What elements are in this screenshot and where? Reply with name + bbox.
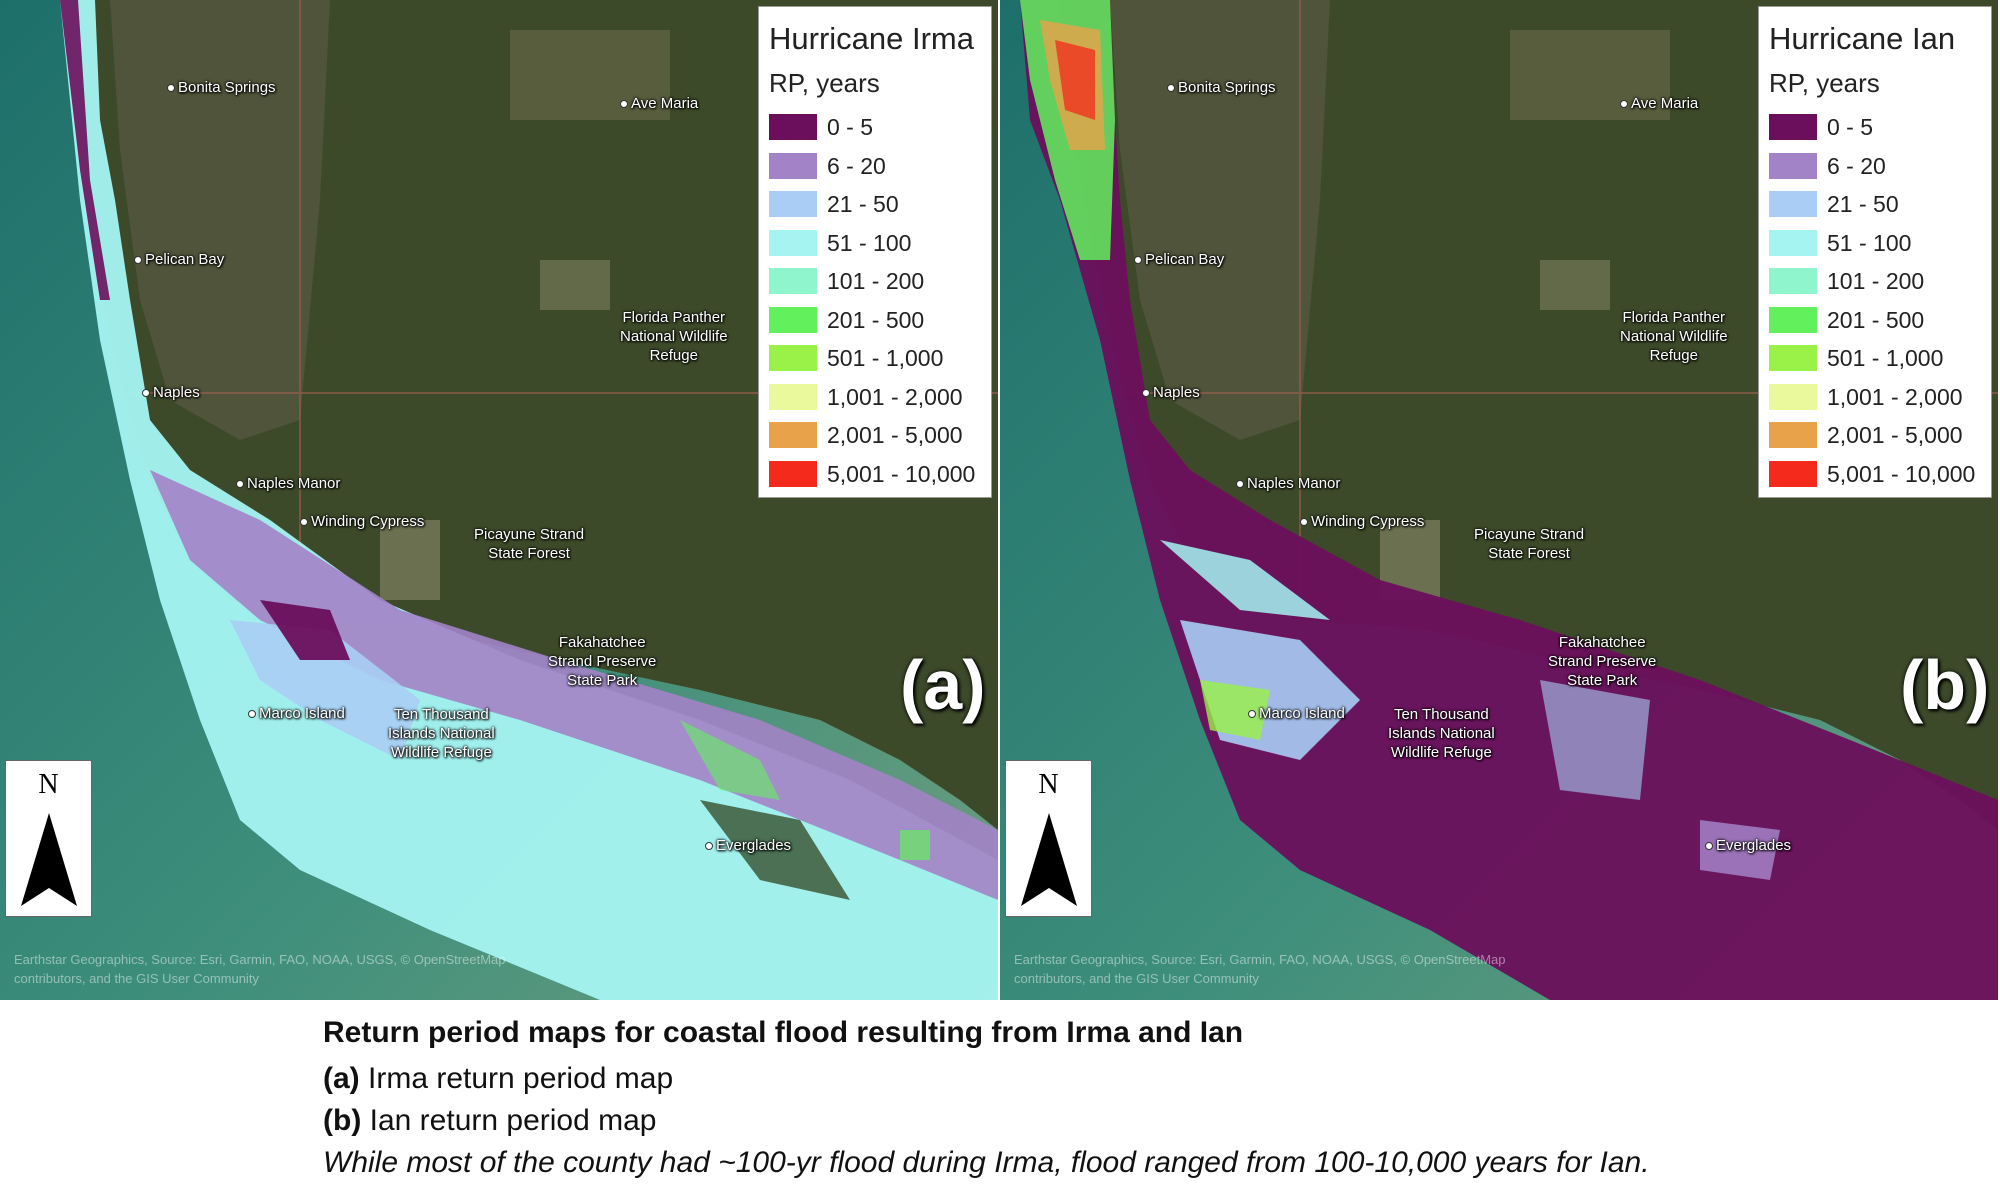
legend-ian: Hurricane Ian RP, years 0 - 5 6 - 20 21 - … — [1758, 6, 1992, 498]
place-ave-maria: Ave Maria — [620, 94, 698, 113]
legend-label: 6 - 20 — [827, 152, 886, 179]
flood-0-5 — [260, 600, 350, 660]
legend-swatch — [769, 152, 817, 179]
place-ten-thousand: Ten Thousand Islands National Wildlife R… — [388, 706, 495, 761]
place-ave-maria: Ave Maria — [1620, 94, 1698, 113]
legend-swatch — [769, 229, 817, 256]
place-picayune: Picayune Strand State Forest — [474, 526, 585, 562]
place-bonita-springs: Bonita Springs — [1167, 78, 1276, 97]
flood-21-50 — [230, 620, 420, 760]
north-label: N — [38, 769, 59, 800]
north-arrow-icon — [1021, 813, 1077, 906]
legend-swatch — [769, 268, 817, 294]
legend-swatch — [1769, 422, 1817, 448]
legend-label: 201 - 500 — [1827, 306, 1925, 333]
legend-label: 21 - 50 — [1827, 191, 1899, 217]
legend-swatch — [769, 114, 817, 140]
legend-swatch — [769, 306, 817, 333]
legend-label: 0 - 5 — [1827, 114, 1874, 140]
place-winding-cypress: Winding Cypress — [1300, 512, 1424, 531]
north-arrow: N — [1005, 760, 1092, 917]
legend-swatch — [1769, 191, 1817, 217]
place-bonita-springs: Bonita Springs — [167, 78, 276, 97]
legend-subtitle: RP, years — [769, 68, 880, 98]
place-winding-cypress: Winding Cypress — [300, 512, 424, 531]
place-everglades: Everglades — [705, 836, 791, 855]
place-florida-panther: Florida Panther National Wildlife Refuge — [620, 309, 728, 364]
legend-swatch — [1769, 268, 1817, 294]
legend-subtitle: RP, years — [1769, 68, 1880, 98]
north-arrow-icon — [21, 813, 77, 906]
place-fakahatchee: Fakahatchee Strand Preserve State Park — [548, 634, 657, 689]
legend-label: 51 - 100 — [1827, 229, 1912, 256]
place-marco-island: Marco Island — [248, 704, 345, 723]
legend-label: 51 - 100 — [827, 229, 912, 256]
legend-label: 21 - 50 — [827, 191, 899, 217]
legend-label: 201 - 500 — [827, 306, 925, 333]
legend-title: Hurricane Irma — [769, 21, 974, 56]
place-naples: Naples — [1142, 383, 1200, 402]
legend-swatch — [1769, 345, 1817, 371]
legend-swatch — [769, 383, 817, 410]
legend-label: 501 - 1,000 — [827, 345, 944, 371]
legend-swatch — [769, 345, 817, 371]
urban-area — [110, 0, 330, 440]
figure-caption-b: (b) Ian return period map — [323, 1104, 657, 1137]
place-naples-manor: Naples Manor — [236, 474, 340, 493]
legend-label: 2,001 - 5,000 — [1827, 422, 1963, 448]
place-naples-manor: Naples Manor — [1236, 474, 1340, 493]
legend-title: Hurricane Ian — [1769, 21, 1956, 56]
figure-caption-note: While most of the county had ~100-yr flo… — [323, 1146, 1650, 1179]
legend-label: 1,001 - 2,000 — [827, 383, 963, 410]
legend-label: 101 - 200 — [827, 268, 925, 294]
map-panel-ian: Bonita Springs Ave Maria Pelican Bay Flo… — [1000, 0, 1998, 1000]
urban-area — [1110, 0, 1330, 440]
legend-swatch — [1769, 383, 1817, 410]
north-arrow: N — [5, 760, 92, 917]
legend-swatch — [1769, 306, 1817, 333]
legend-label: 501 - 1,000 — [1827, 345, 1944, 371]
place-marco-island: Marco Island — [1248, 704, 1345, 723]
figure-caption-a: (a) Irma return period map — [323, 1062, 674, 1095]
legend-label: 6 - 20 — [1827, 152, 1886, 179]
legend-irma: Hurricane Irma RP, years 0 - 5 6 - 20 21 -… — [758, 6, 992, 498]
legend-label: 1,001 - 2,000 — [1827, 383, 1963, 410]
flood-5001-10000 — [1055, 40, 1095, 120]
map-attribution: Earthstar Geographics, Source: Esri, Gar… — [14, 952, 506, 986]
place-fakahatchee: Fakahatchee Strand Preserve State Park — [1548, 634, 1657, 689]
legend-label: 5,001 - 10,000 — [827, 460, 976, 487]
legend-label: 5,001 - 10,000 — [1827, 460, 1976, 487]
legend-label: 101 - 200 — [1827, 268, 1925, 294]
map-panel-irma: Bonita Springs Ave Maria Pelican Bay Flo… — [0, 0, 998, 1000]
place-naples: Naples — [142, 383, 200, 402]
place-pelican-bay: Pelican Bay — [1134, 250, 1224, 269]
legend-swatch — [1769, 152, 1817, 179]
legend-swatch — [769, 460, 817, 487]
legend-swatch — [769, 191, 817, 217]
figure-caption-title: Return period maps for coastal flood res… — [323, 1016, 1244, 1049]
panel-letter: (a) — [900, 646, 986, 724]
place-pelican-bay: Pelican Bay — [134, 250, 224, 269]
flood-6-20 — [150, 470, 998, 900]
legend-swatch — [1769, 460, 1817, 487]
legend-swatch — [1769, 229, 1817, 256]
north-label: N — [1038, 769, 1059, 800]
place-picayune: Picayune Strand State Forest — [1474, 526, 1585, 562]
legend-label: 2,001 - 5,000 — [827, 422, 963, 448]
map-attribution: Earthstar Geographics, Source: Esri, Gar… — [1014, 952, 1506, 986]
panel-letter: (b) — [1900, 646, 1990, 724]
place-ten-thousand: Ten Thousand Islands National Wildlife R… — [1388, 706, 1495, 761]
place-everglades: Everglades — [1705, 836, 1791, 855]
legend-swatch — [1769, 114, 1817, 140]
place-florida-panther: Florida Panther National Wildlife Refuge — [1620, 309, 1728, 364]
legend-swatch — [769, 422, 817, 448]
legend-label: 0 - 5 — [827, 114, 874, 140]
